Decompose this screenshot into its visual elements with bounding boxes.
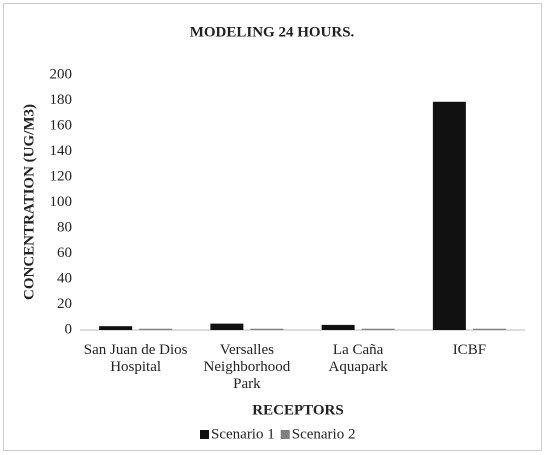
y-tick-label: 200 [50, 66, 73, 82]
x-tick-label: La Caña Aquapark [328, 342, 388, 375]
y-tick-label: 0 [65, 321, 73, 337]
bar [321, 324, 355, 330]
bar [210, 323, 244, 330]
y-tick-label: 180 [50, 92, 73, 108]
x-tick-label: Versalles Neighborhood Park [203, 342, 291, 392]
chart-title: MODELING 24 HOURS. [190, 24, 355, 40]
legend-swatch [200, 430, 209, 439]
y-tick-label: 100 [50, 194, 73, 210]
legend-swatch [280, 430, 290, 439]
bar [361, 328, 395, 330]
legend-label: Scenario 2 [292, 426, 356, 442]
y-tick-label: 120 [50, 168, 73, 184]
y-tick-label: 140 [50, 143, 73, 159]
bar [472, 328, 506, 330]
y-tick-label: 60 [57, 245, 72, 261]
legend-label: Scenario 1 [211, 426, 275, 442]
bar [99, 326, 133, 330]
y-tick-label: 20 [57, 296, 72, 312]
y-tick-label: 40 [57, 270, 72, 286]
x-tick-label: ICBF [452, 342, 487, 358]
y-axis-title: CONCENTRATION (UG/M3) [21, 104, 37, 300]
bar [432, 101, 466, 331]
bar [139, 328, 173, 330]
x-tick-label: San Juan de Dios Hospital [83, 342, 188, 375]
y-tick-label: 160 [50, 117, 73, 133]
y-tick-label: 80 [57, 219, 72, 235]
x-axis-title: RECEPTORS [252, 402, 343, 418]
bar [250, 328, 284, 330]
